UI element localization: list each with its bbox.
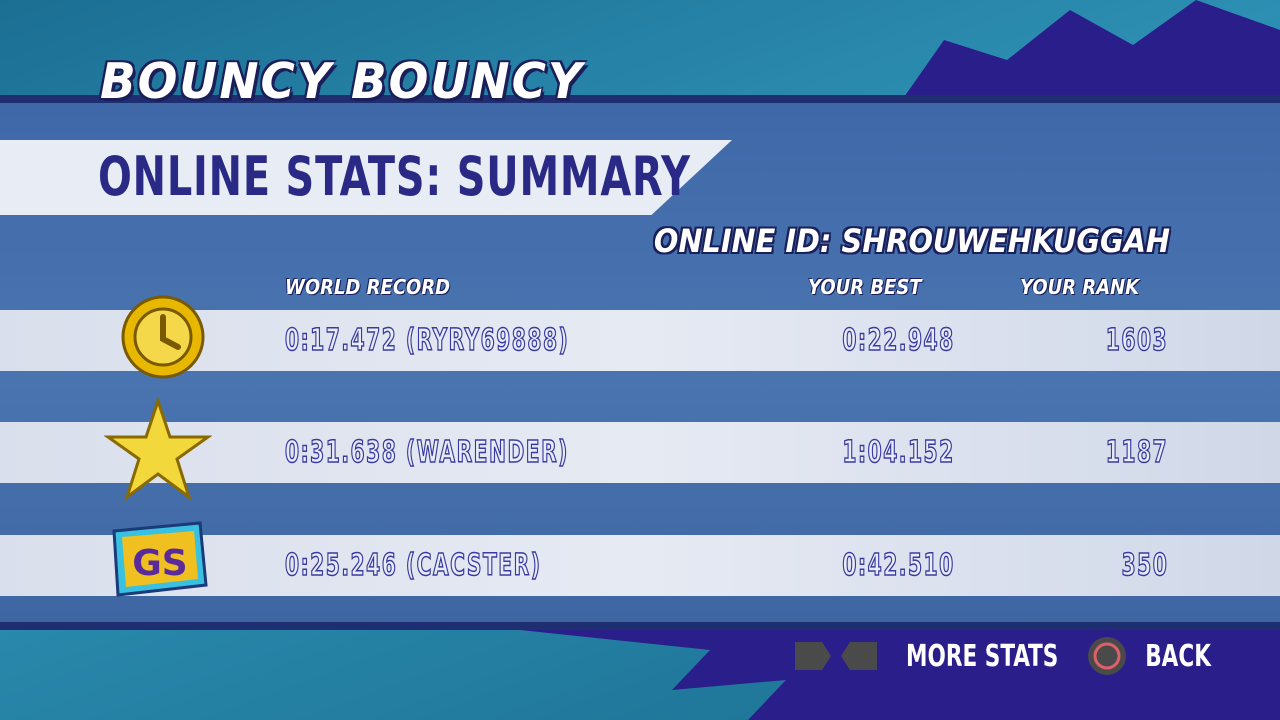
screen-title: ONLINE STATS: SUMMARY	[98, 145, 691, 208]
stats-row: GS 0:25.246 (CACSTER) 0:42.510 350	[0, 521, 1280, 597]
stats-row: 0:31.638 (WARENDER) 1:04.152 1187	[0, 397, 1280, 501]
world-record: 0:25.246 (CACSTER)	[284, 547, 542, 584]
svg-text:GS: GS	[132, 543, 187, 584]
background-shard	[902, 0, 1280, 100]
world-record: 0:31.638 (WARENDER)	[284, 434, 569, 471]
your-best: 1:04.152	[842, 434, 955, 471]
footer-controls: MORE STATS BACK	[795, 636, 1220, 676]
stats-row: 0:17.472 (RYRY69888) 0:22.948 1603	[0, 295, 1280, 379]
header-your-best: YOUR BEST	[808, 275, 922, 299]
more-stats-label[interactable]: MORE STATS	[906, 638, 1059, 674]
header-world-record: WORLD RECORD	[285, 275, 451, 299]
circle-button-icon[interactable]	[1087, 636, 1127, 676]
clock-icon	[121, 295, 205, 379]
star-icon	[104, 397, 212, 501]
title-banner	[0, 140, 732, 215]
gs-badge-icon: GS	[112, 521, 208, 597]
your-rank: 1603	[1105, 322, 1168, 359]
your-rank: 350	[1121, 547, 1168, 584]
world-record: 0:17.472 (RYRY69888)	[284, 322, 570, 359]
your-best: 0:22.948	[842, 322, 955, 359]
your-best: 0:42.510	[842, 547, 955, 584]
your-rank: 1187	[1105, 434, 1168, 471]
l1-button-icon[interactable]	[841, 642, 877, 670]
back-label[interactable]: BACK	[1145, 638, 1212, 674]
header-your-rank: YOUR RANK	[1020, 275, 1140, 299]
online-id: ONLINE ID: SHROUWEHKUGGAH	[653, 222, 1170, 260]
game-title: BOUNCY BOUNCY	[100, 53, 584, 111]
r1-button-icon[interactable]	[795, 642, 831, 670]
